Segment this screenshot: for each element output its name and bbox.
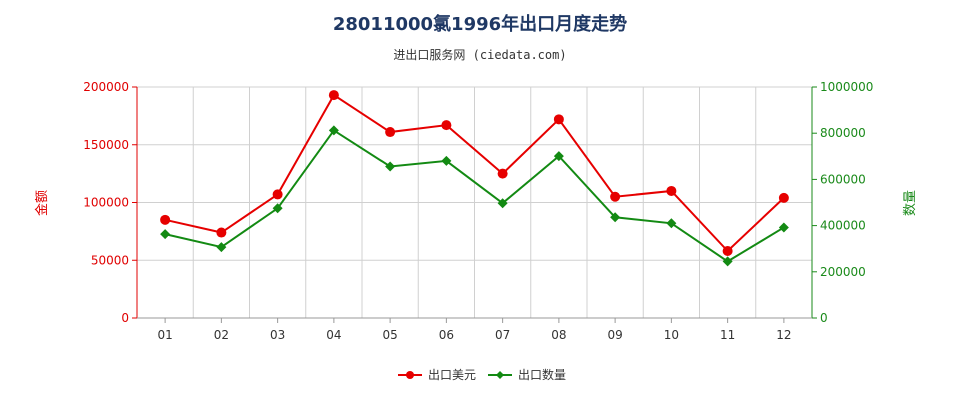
legend-label: 出口美元 (428, 368, 476, 382)
left-tick-label: 50000 (91, 253, 129, 267)
data-point-1 (328, 90, 339, 101)
data-point-1 (666, 185, 677, 196)
data-point-2 (610, 212, 621, 223)
data-point-1 (272, 189, 283, 200)
data-point-1 (778, 192, 789, 203)
right-tick-label: 200000 (820, 265, 866, 279)
data-point-2 (722, 256, 733, 267)
x-tick-label: 06 (439, 328, 454, 342)
series-line-1 (164, 93, 785, 253)
data-point-2 (497, 198, 508, 209)
data-point-2 (328, 125, 339, 136)
data-point-2 (778, 222, 789, 233)
data-point-1 (216, 227, 227, 238)
left-axis-ticks: 0 50000 100000 150000 200000 (83, 80, 137, 325)
x-tick-label: 10 (664, 328, 679, 342)
x-tick-label: 04 (326, 328, 341, 342)
data-point-2 (272, 203, 283, 214)
x-tick-label: 09 (607, 328, 622, 342)
left-axis-label: 金额 (34, 190, 50, 216)
right-tick-label: 800000 (820, 126, 866, 140)
right-tick-label: 400000 (820, 219, 866, 233)
right-tick-label: 600000 (820, 172, 866, 186)
x-tick-label: 08 (551, 328, 566, 342)
data-point-2 (441, 155, 452, 166)
x-tick-label: 12 (776, 328, 791, 342)
data-point-2 (385, 161, 396, 172)
series-line-2 (164, 129, 785, 263)
x-axis-ticks: 01 02 03 04 05 06 07 08 09 10 11 12 (157, 318, 792, 342)
chart-title: 28011000氯1996年出口月度走势 (332, 14, 628, 35)
left-tick-label: 0 (121, 311, 129, 325)
legend-marker (406, 371, 414, 379)
x-tick-label: 03 (270, 328, 285, 342)
data-point-1 (385, 127, 396, 138)
right-tick-label: 1000000 (820, 80, 873, 94)
data-point-2 (160, 229, 171, 240)
right-axis-label: 数量 (903, 190, 918, 216)
chart-subtitle: 进出口服务网 (ciedata.com) (393, 48, 567, 62)
legend: 出口美元 出口数量 (398, 367, 566, 382)
data-point-2 (666, 218, 677, 229)
legend-marker (496, 371, 504, 379)
left-tick-label: 100000 (83, 196, 129, 210)
x-tick-label: 05 (382, 328, 397, 342)
x-tick-label: 11 (720, 328, 735, 342)
x-tick-label: 07 (495, 328, 510, 342)
x-tick-label: 02 (214, 328, 229, 342)
left-tick-label: 150000 (83, 138, 129, 152)
left-tick-label: 200000 (83, 80, 129, 94)
data-point-1 (553, 114, 564, 125)
x-tick-label: 01 (157, 328, 172, 342)
data-point-1 (722, 246, 733, 257)
right-axis-ticks: 0 200000 400000 600000 800000 1000000 (812, 80, 873, 325)
legend-label: 出口数量 (518, 367, 566, 382)
series-layer (160, 90, 789, 267)
grid-lines (136, 86, 813, 319)
data-point-2 (216, 242, 227, 253)
right-tick-label: 0 (820, 311, 828, 325)
data-point-1 (610, 191, 621, 202)
data-point-1 (441, 120, 452, 131)
data-point-1 (497, 168, 508, 179)
data-point-2 (553, 151, 564, 162)
data-point-1 (160, 214, 171, 225)
